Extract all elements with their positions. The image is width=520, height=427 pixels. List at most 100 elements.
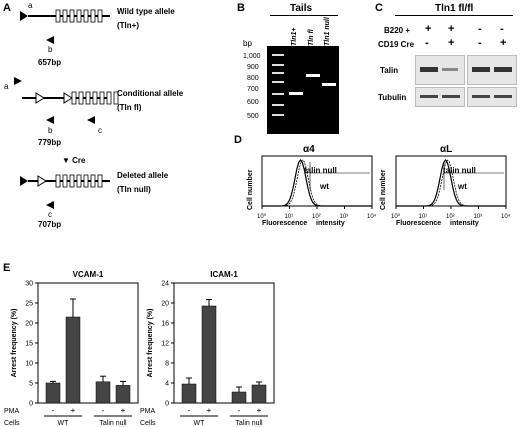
y-tick-label: 20 bbox=[161, 301, 169, 308]
panel-label-d: D bbox=[234, 134, 242, 146]
y-tick-label: 0 bbox=[165, 401, 169, 408]
primer-a-label: a bbox=[28, 1, 33, 10]
b220-label: B220 + bbox=[384, 26, 411, 35]
wildtype-allele-diagram bbox=[20, 11, 110, 44]
primer-a-label-cond: a bbox=[4, 82, 9, 91]
x-tick-label: 10⁰ bbox=[391, 213, 401, 220]
size-cond: 779bp bbox=[38, 138, 62, 147]
y-tick-label: 25 bbox=[25, 301, 33, 308]
blot-tubulin-right bbox=[467, 87, 517, 107]
primer-b-arrow bbox=[46, 36, 54, 44]
exon-box bbox=[92, 91, 98, 105]
exon-box bbox=[76, 174, 82, 188]
y-axis-label: Arrest frequency (%) bbox=[147, 309, 154, 378]
primer-b-label: b bbox=[48, 45, 53, 54]
cre-label: ▼ Cre bbox=[62, 156, 86, 165]
cells-label-wt: WT bbox=[58, 420, 70, 427]
flow-title-2: αL bbox=[440, 144, 453, 155]
primer-b-label-cond: b bbox=[48, 126, 53, 135]
pma-value: - bbox=[238, 406, 241, 415]
ladder-800: 800 bbox=[247, 75, 259, 82]
flow-xlabel-left-1: Fluorescence bbox=[262, 220, 308, 227]
chart-title: VCAM-1 bbox=[73, 270, 104, 279]
ladder-1000: 1,000 bbox=[243, 53, 261, 60]
cre-val-4: + bbox=[500, 37, 507, 49]
band-null bbox=[322, 83, 336, 86]
pma-value: + bbox=[257, 406, 262, 415]
bar bbox=[45, 382, 61, 404]
exon-box bbox=[69, 174, 75, 188]
wt-curve bbox=[396, 159, 506, 207]
cells-row-label: Cells bbox=[4, 420, 20, 427]
exon-box bbox=[97, 9, 103, 23]
blot-tubulin-left bbox=[415, 87, 465, 107]
cre-val-3: - bbox=[478, 37, 482, 49]
cre-val-2: + bbox=[448, 37, 455, 49]
cells-label-wt: WT bbox=[194, 420, 206, 427]
bar bbox=[201, 305, 217, 404]
x-tick-label: 10⁴ bbox=[501, 213, 511, 220]
primer-c-arrow bbox=[46, 201, 54, 209]
flow-xlabel-right-2: intensity bbox=[450, 220, 479, 227]
primer-c-arrow bbox=[87, 116, 95, 124]
band-wt bbox=[289, 92, 303, 95]
x-tick-label: 10¹ bbox=[419, 214, 428, 220]
flow-xlabel-right-1: intensity bbox=[316, 220, 345, 227]
size-del: 707bp bbox=[38, 220, 62, 229]
pma-row-label: PMA bbox=[4, 408, 20, 415]
gel-bp-label: bp bbox=[243, 39, 252, 48]
x-tick-label: 10³ bbox=[340, 214, 349, 220]
gel-title: Tails bbox=[290, 3, 313, 14]
flow-xlabel-left-2: Fluorescence bbox=[396, 220, 442, 227]
ladder-700: 700 bbox=[247, 86, 259, 93]
exon-box bbox=[85, 91, 91, 105]
loxp-site bbox=[37, 175, 47, 187]
gel-image bbox=[267, 46, 339, 134]
conditional-sub: (Tln fl) bbox=[117, 103, 142, 112]
exon-box bbox=[78, 91, 84, 105]
x-tick-label: 10⁴ bbox=[367, 213, 377, 220]
ladder-band bbox=[272, 81, 284, 83]
panel-label-a: A bbox=[3, 2, 11, 14]
ladder-500: 500 bbox=[247, 113, 259, 120]
blot-title: Tln1 fl/fl bbox=[435, 3, 474, 14]
y-tick-label: 10 bbox=[25, 361, 33, 368]
ladder-band bbox=[272, 64, 284, 66]
flow-title-1: α4 bbox=[303, 144, 315, 155]
x-tick-label: 10² bbox=[446, 214, 455, 220]
exon-box bbox=[62, 9, 68, 23]
bar bbox=[95, 381, 111, 404]
allele-diagrams bbox=[14, 9, 119, 209]
cells-label-null: Talin null bbox=[235, 420, 263, 427]
loxp-site-2 bbox=[63, 92, 73, 104]
size-wt: 657bp bbox=[38, 58, 62, 67]
wildtype-sub: (Tln+) bbox=[117, 21, 139, 30]
ladder-band bbox=[272, 54, 284, 56]
exon-box bbox=[76, 9, 82, 23]
ladder-band bbox=[272, 72, 284, 74]
b220-val-1: + bbox=[425, 23, 432, 35]
bar bbox=[181, 383, 197, 404]
exon-box bbox=[69, 9, 75, 23]
flow-plot-alphaL: 10⁰ 10¹ 10² 10³ 10⁴ bbox=[391, 155, 511, 220]
ladder-band bbox=[272, 93, 284, 95]
x-tick-label: 10¹ bbox=[285, 214, 294, 220]
primer-a-arrow bbox=[14, 77, 22, 85]
primer-c-label-del: c bbox=[48, 210, 52, 219]
exon-box bbox=[62, 174, 68, 188]
pma-value: + bbox=[71, 406, 76, 415]
y-tick-label: 20 bbox=[25, 321, 33, 328]
y-tick-label: 30 bbox=[25, 281, 33, 288]
y-tick-label: 24 bbox=[161, 281, 169, 288]
ladder-600: 600 bbox=[247, 99, 259, 106]
blot-talin-right bbox=[467, 55, 517, 85]
gel-title-line bbox=[270, 15, 338, 16]
exon-box bbox=[90, 174, 96, 188]
x-tick-label: 10³ bbox=[474, 214, 483, 220]
pma-value: - bbox=[102, 406, 105, 415]
cd19cre-label: CD19 Cre bbox=[378, 40, 415, 49]
ladder-band bbox=[272, 104, 284, 106]
exon-box bbox=[83, 174, 89, 188]
panel-label-e: E bbox=[3, 262, 11, 274]
